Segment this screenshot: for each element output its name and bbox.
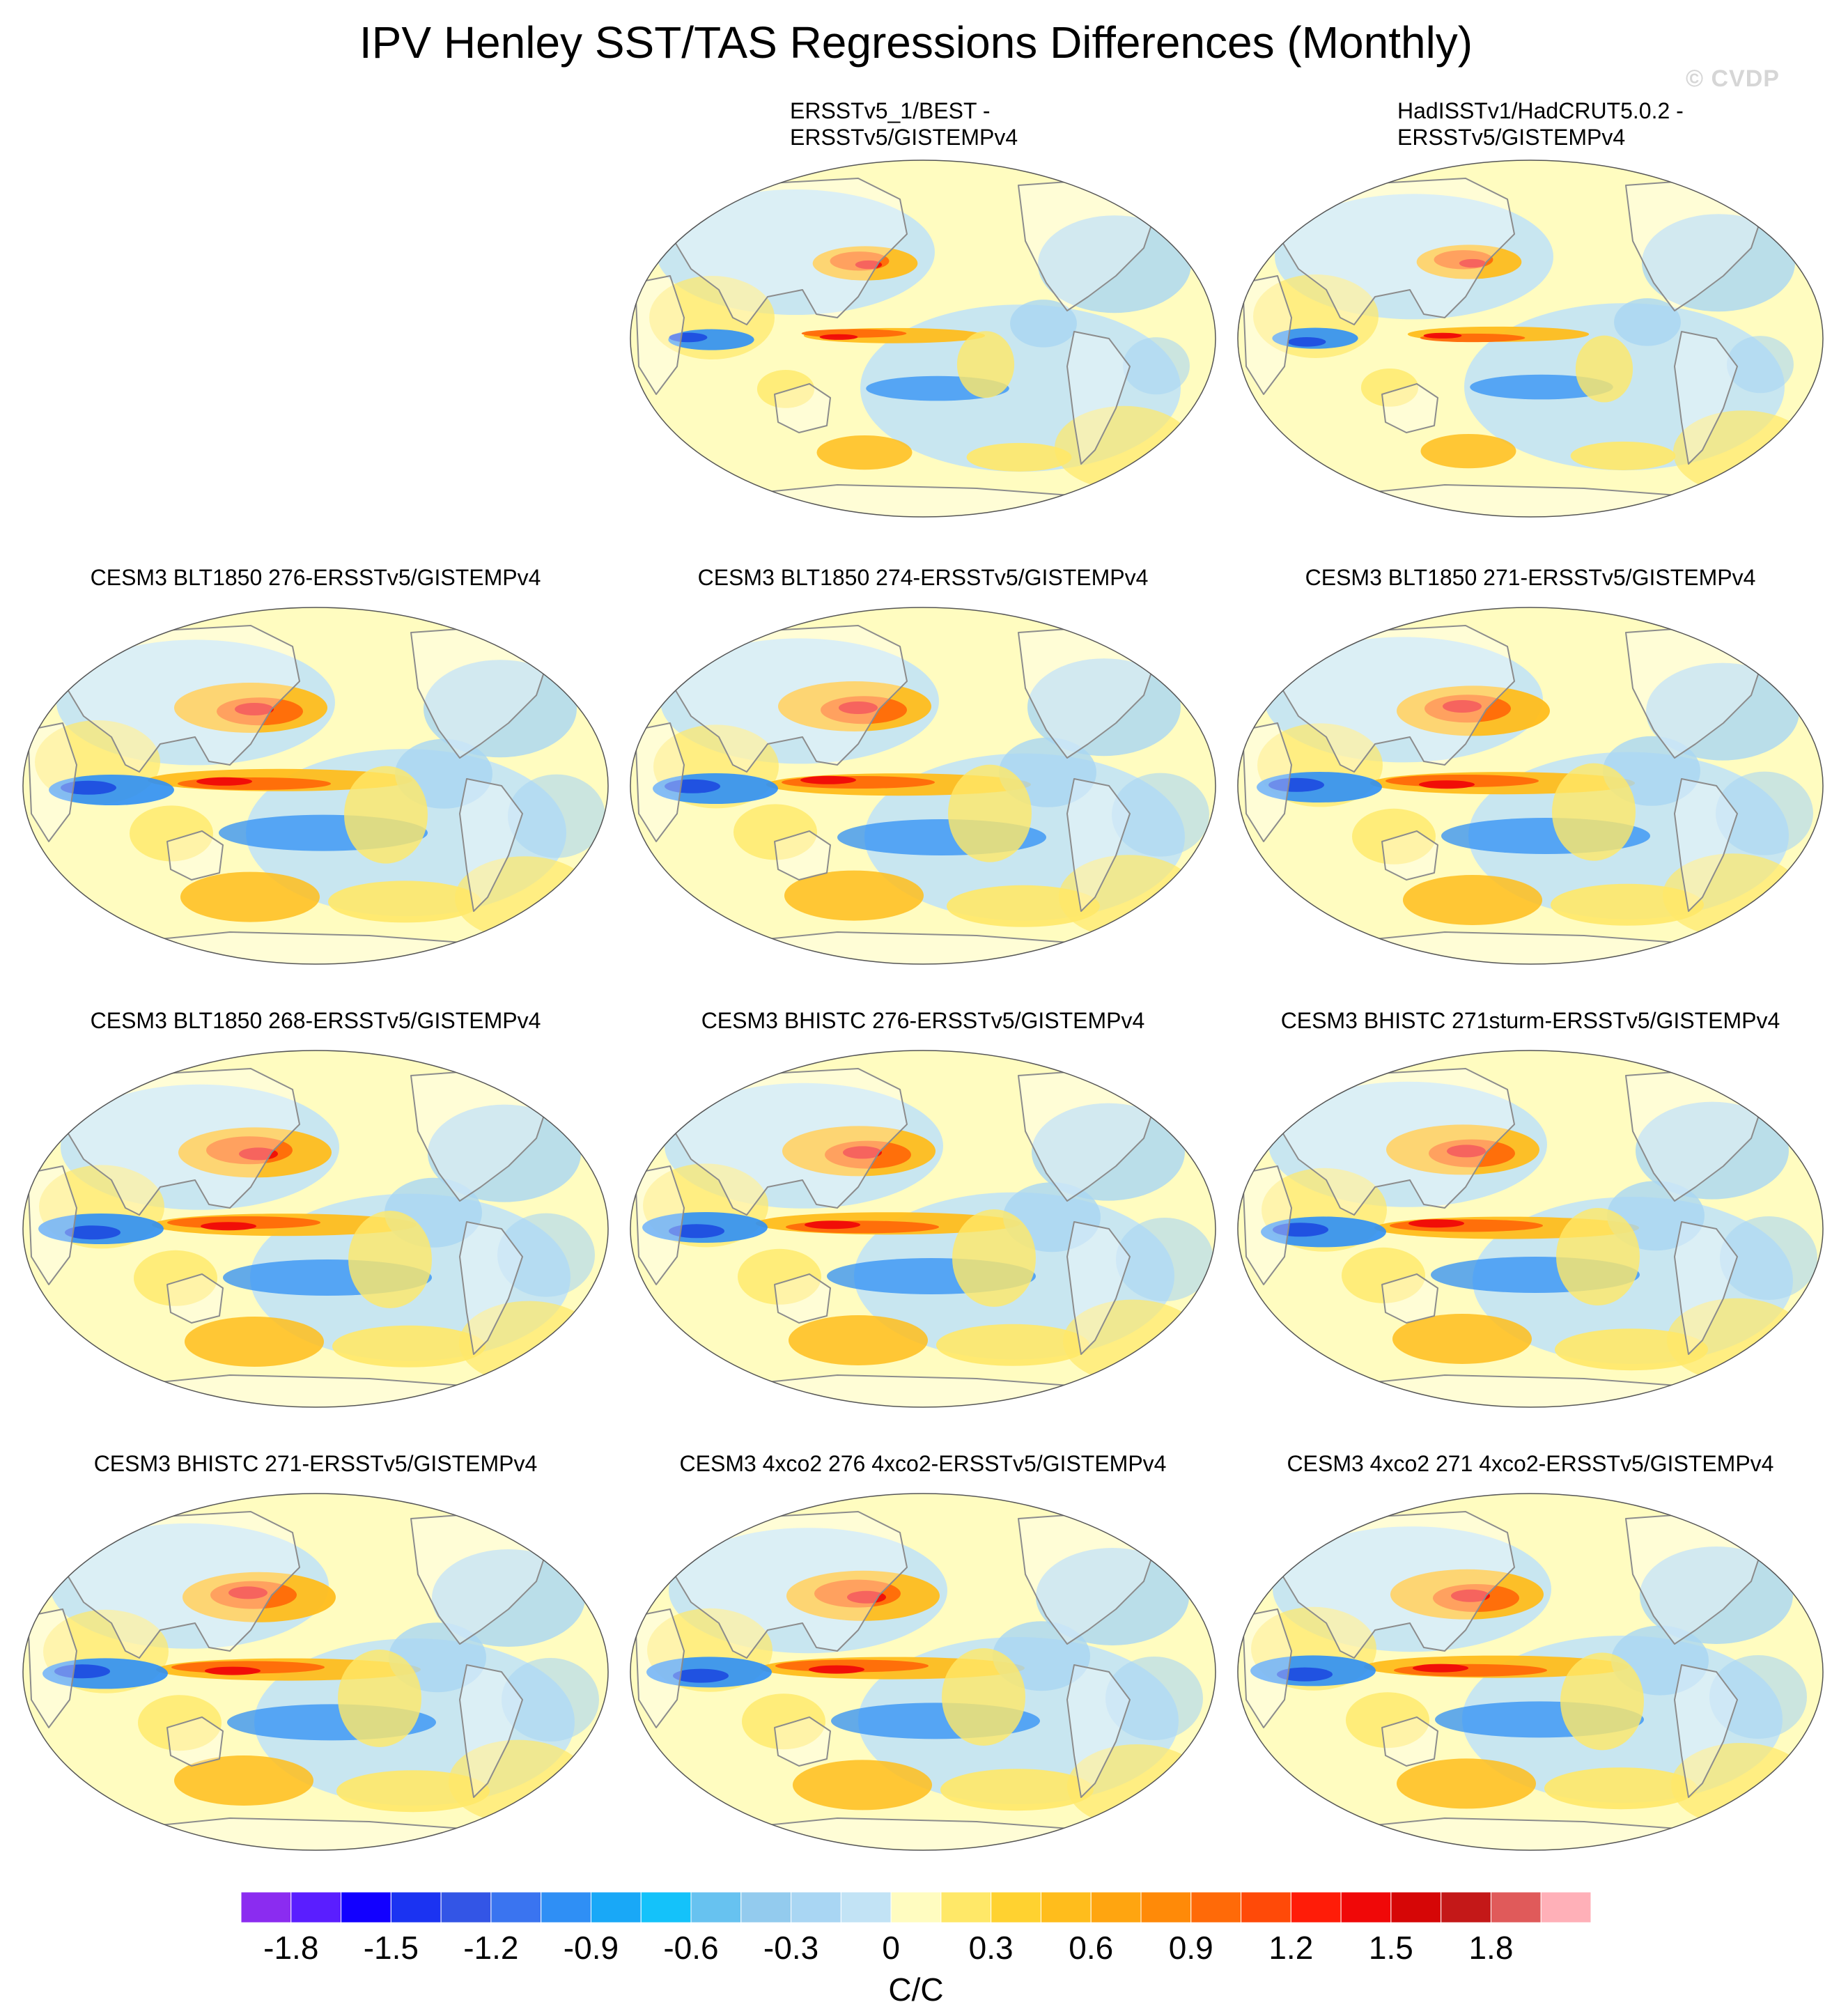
robinson-map: [1237, 160, 1824, 518]
figure-title: IPV Henley SST/TAS Regressions Differenc…: [359, 17, 1473, 68]
colorbar-units: C/C: [888, 1971, 944, 2008]
map-panel-p-bhistc-271: CESM3 BHISTC 271-ERSSTv5/GISTEMPv4: [13, 1450, 619, 1896]
colorbar: [240, 1891, 1592, 1923]
panel-title: CESM3 BLT1850 276-ERSSTv5/GISTEMPv4: [90, 565, 541, 590]
panel-title: CESM3 BHISTC 276-ERSSTv5/GISTEMPv4: [701, 1008, 1145, 1033]
colorbar-box: [590, 1891, 642, 1923]
colorbar-tick-label: -0.3: [763, 1930, 819, 1966]
map-panel-p-4xco2-276: CESM3 4xco2 276 4xco2-ERSSTv5/GISTEMPv4: [620, 1450, 1226, 1896]
colorbar-box: [890, 1891, 942, 1923]
map-panel-p-blt1850-268: CESM3 BLT1850 268-ERSSTv5/GISTEMPv4: [13, 1007, 619, 1453]
colorbar-box: [1241, 1891, 1291, 1923]
colorbar-tick-label: -0.9: [563, 1930, 619, 1966]
panel-title: ERSSTv5/GISTEMPv4: [790, 125, 1018, 150]
colorbar-box: [1490, 1891, 1542, 1923]
colorbar-tick-label: 1.5: [1368, 1930, 1413, 1966]
colorbar-tick-label: 0.3: [968, 1930, 1014, 1966]
colorbar-tick-label: -1.8: [263, 1930, 319, 1966]
colorbar-box: [1290, 1891, 1342, 1923]
colorbar-tick-label: 0.9: [1168, 1930, 1213, 1966]
map-panel-p-4xco2-271: CESM3 4xco2 271 4xco2-ERSSTv5/GISTEMPv4: [1227, 1450, 1832, 1896]
panel-title: ERSSTv5_1/BEST -: [790, 98, 991, 123]
colorbar-box: [440, 1891, 492, 1923]
panel-title: HadISSTv1/HadCRUT5.0.2 -: [1397, 98, 1684, 123]
colorbar-tick-label: 1.2: [1268, 1930, 1314, 1966]
colorbar-box: [1090, 1891, 1142, 1923]
robinson-map: [1237, 607, 1824, 965]
map-panel-p-bhistc-276: CESM3 BHISTC 276-ERSSTv5/GISTEMPv4: [620, 1007, 1226, 1453]
robinson-map: [630, 607, 1216, 965]
panel-title: CESM3 4xco2 276 4xco2-ERSSTv5/GISTEMPv4: [679, 1451, 1167, 1476]
colorbar-tick-label: -0.6: [663, 1930, 719, 1966]
robinson-map: [630, 1493, 1216, 1851]
colorbar-box: [1441, 1891, 1491, 1923]
map-panel-p-hadisst: HadISSTv1/HadCRUT5.0.2 - ERSSTv5/GISTEMPv…: [1227, 98, 1832, 543]
robinson-map: [630, 1050, 1216, 1408]
map-field: [630, 607, 1216, 964]
colorbar-box: [1190, 1891, 1242, 1923]
colorbar-box: [341, 1891, 391, 1923]
colorbar-tick-label: -1.5: [363, 1930, 419, 1966]
cvdp-watermark: © CVDP: [1686, 65, 1780, 92]
colorbar-tick-label: 0: [882, 1930, 900, 1966]
colorbar-box: [991, 1891, 1041, 1923]
colorbar-tick-label: 1.8: [1468, 1930, 1514, 1966]
panel-title: CESM3 BLT1850 271-ERSSTv5/GISTEMPv4: [1305, 565, 1756, 590]
colorbar-box: [940, 1891, 992, 1923]
map-panel-p-blt1850-276: CESM3 BLT1850 276-ERSSTv5/GISTEMPv4: [13, 564, 619, 1010]
colorbar-box: [1140, 1891, 1192, 1923]
colorbar-box: [840, 1891, 892, 1923]
colorbar-box: [791, 1891, 841, 1923]
map-panel-p-ersst-best: ERSSTv5_1/BEST - ERSSTv5/GISTEMPv4: [620, 98, 1226, 543]
colorbar-box: [1390, 1891, 1442, 1923]
map-panel-p-bhistc-271sturm: CESM3 BHISTC 271sturm-ERSSTv5/GISTEMPv4: [1227, 1007, 1832, 1453]
colorbar-box: [290, 1891, 342, 1923]
colorbar-tick-label: 0.6: [1069, 1930, 1114, 1966]
colorbar-box: [490, 1891, 542, 1923]
colorbar-box: [541, 1891, 591, 1923]
map-field: [1238, 1494, 1823, 1850]
panel-title: CESM3 BHISTC 271sturm-ERSSTv5/GISTEMPv4: [1280, 1008, 1780, 1033]
map-field: [23, 1050, 608, 1407]
colorbar-box: [1540, 1891, 1592, 1923]
panel-title: CESM3 BHISTC 271-ERSSTv5/GISTEMPv4: [93, 1451, 538, 1476]
colorbar-box: [1040, 1891, 1092, 1923]
panel-title: CESM3 BLT1850 268-ERSSTv5/GISTEMPv4: [90, 1008, 541, 1033]
map-panel-p-blt1850-274: CESM3 BLT1850 274-ERSSTv5/GISTEMPv4: [620, 564, 1226, 1010]
colorbar-box: [690, 1891, 742, 1923]
map-field: [1238, 1050, 1823, 1407]
colorbar-box: [1340, 1891, 1392, 1923]
robinson-map: [22, 607, 609, 965]
panel-title: CESM3 BLT1850 274-ERSSTv5/GISTEMPv4: [697, 565, 1149, 590]
robinson-map: [22, 1493, 609, 1851]
panel-title: CESM3 4xco2 271 4xco2-ERSSTv5/GISTEMPv4: [1287, 1451, 1774, 1476]
map-field: [23, 1494, 608, 1850]
colorbar-tick-label: -1.2: [463, 1930, 519, 1966]
colorbar-box: [640, 1891, 692, 1923]
robinson-map: [1237, 1050, 1824, 1408]
map-panel-p-blt1850-271: CESM3 BLT1850 271-ERSSTv5/GISTEMPv4: [1227, 564, 1832, 1010]
map-field: [630, 1494, 1216, 1850]
robinson-map: [22, 1050, 609, 1408]
panel-title: ERSSTv5/GISTEMPv4: [1397, 125, 1626, 150]
colorbar-labels: -1.8 -1.5 -1.2 -0.9 -0.6 -0.3 0 0.3 0.6 0.9 1.2 1.5…: [0, 1928, 1832, 1970]
colorbar-box: [740, 1891, 792, 1923]
colorbar-box: [240, 1891, 292, 1923]
robinson-map: [1237, 1493, 1824, 1851]
robinson-map: [630, 160, 1216, 518]
colorbar-box: [390, 1891, 442, 1923]
